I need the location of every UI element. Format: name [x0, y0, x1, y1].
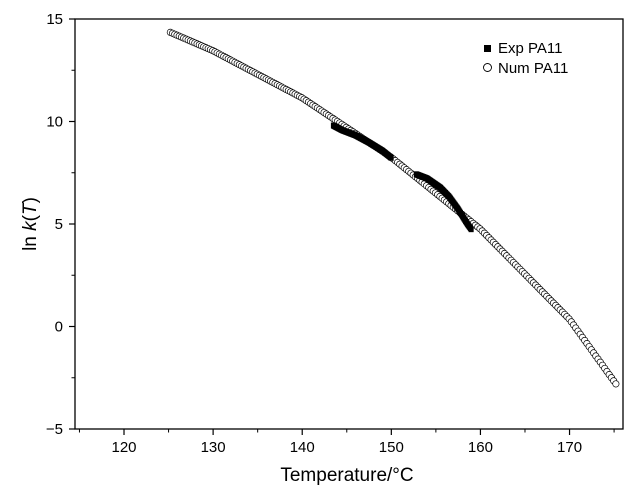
num-point	[612, 380, 620, 388]
y-axis-label-k: k	[20, 220, 41, 231]
legend: Exp PA11 Num PA11	[483, 40, 568, 77]
y-tick-label: 15	[46, 11, 63, 28]
y-axis-ticks: −5 0 5 10 15	[46, 11, 75, 438]
x-tick-label: 130	[201, 439, 226, 456]
num-pa11-series	[166, 28, 620, 388]
y-axis-label-t: T	[20, 202, 41, 215]
y-axis-label-prefix: ln	[20, 231, 41, 251]
x-axis-ticks: 120 130 140 150 160 170	[78, 429, 615, 456]
exp-pa11-series	[330, 122, 474, 233]
plot-frame	[74, 18, 624, 430]
y-tick-label: 5	[55, 216, 63, 233]
y-axis-label: ln k(T)	[20, 197, 41, 251]
exp-point	[388, 154, 394, 161]
y-tick-label: −5	[46, 421, 63, 438]
legend-marker-exp	[484, 45, 491, 52]
x-tick-label: 140	[290, 439, 315, 456]
y-axis-label-open: (	[20, 214, 41, 221]
legend-marker-num	[483, 63, 492, 72]
x-tick-label: 120	[111, 439, 136, 456]
x-axis-label: Temperature/°C	[280, 465, 413, 486]
legend-label-num: Num PA11	[498, 60, 568, 77]
exp-point	[468, 226, 474, 233]
x-tick-label: 150	[379, 439, 404, 456]
y-axis-label-close: )	[20, 197, 41, 203]
y-tick-label: 10	[46, 114, 63, 131]
x-tick-label: 160	[468, 439, 493, 456]
x-tick-label: 170	[557, 439, 582, 456]
legend-label-exp: Exp PA11	[498, 40, 562, 57]
y-tick-label: 0	[55, 319, 63, 336]
